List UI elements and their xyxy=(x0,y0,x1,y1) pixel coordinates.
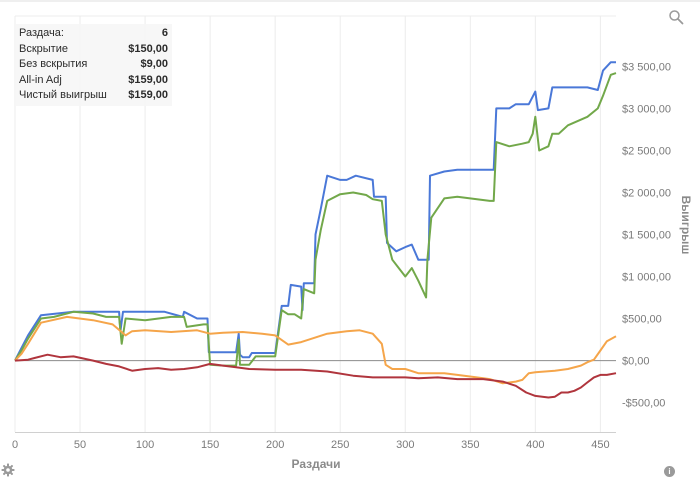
y-tick-label: $500,00 xyxy=(622,314,662,326)
x-axis-title: Раздачи xyxy=(292,457,341,471)
series-line-4 xyxy=(14,353,617,399)
y-tick-label: -$500,00 xyxy=(622,398,665,410)
y-tick-label: $1 000,00 xyxy=(622,272,671,284)
series-line-3 xyxy=(14,315,617,385)
tooltip-row-allin-adj: All-in Adj $159,00 xyxy=(19,73,168,89)
y-axis-title: Выигрыш xyxy=(679,196,693,255)
x-tick-label: 300 xyxy=(396,439,414,451)
series-line-1 xyxy=(14,61,616,362)
x-tick-label: 350 xyxy=(461,439,479,451)
x-tick-label: 150 xyxy=(201,439,219,451)
y-tick-label: $1 500,00 xyxy=(622,230,671,242)
tooltip-value: $159,00 xyxy=(128,89,168,101)
tooltip-value: $159,00 xyxy=(128,73,168,86)
info-icon[interactable]: i xyxy=(664,466,675,477)
y-tick-label: $2 500,00 xyxy=(622,145,671,157)
tooltip-row-hand: Раздача: 6 xyxy=(19,26,168,42)
tooltip-row-net-won: Чистый выигрыш $159,00 xyxy=(19,88,168,104)
series-line-2 xyxy=(14,72,617,367)
x-tick-label: 400 xyxy=(526,439,544,451)
chart-series xyxy=(14,61,617,399)
x-tick-label: 100 xyxy=(136,439,154,451)
tooltip-label: All-in Adj xyxy=(19,73,62,86)
tooltip-label: Без вскрытия xyxy=(19,58,88,70)
tooltip-label: Чистый выигрыш xyxy=(19,89,107,101)
magnifier-icon[interactable] xyxy=(668,9,684,25)
y-tick-label: $0,00 xyxy=(622,356,650,368)
chart-grid xyxy=(14,15,616,433)
hand-tooltip: Раздача: 6 Вскрытие $150,00 Без вскрытия $9… xyxy=(14,24,172,106)
tooltip-label: Раздача: xyxy=(19,27,64,39)
y-tick-label: $2 000,00 xyxy=(622,187,671,199)
x-tick-label: 50 xyxy=(74,439,86,451)
x-tick-label: 250 xyxy=(331,439,349,451)
tooltip-value: $150,00 xyxy=(128,42,168,55)
tooltip-label: Вскрытие xyxy=(19,42,68,55)
y-axis-ticks: -$500,00 $0,00 $500,00 $1 000,00 $1 500,00 $2… xyxy=(622,61,671,409)
tooltip-value: $9,00 xyxy=(140,58,168,70)
gear-icon[interactable] xyxy=(1,463,15,477)
x-tick-label: 0 xyxy=(12,439,18,451)
y-tick-label: $3 000,00 xyxy=(622,103,671,115)
tooltip-row-showdown: Вскрытие $150,00 xyxy=(19,42,168,58)
top-divider xyxy=(0,0,700,2)
x-tick-label: 200 xyxy=(266,439,284,451)
tooltip-value: 6 xyxy=(161,27,168,39)
y-tick-label: $3 500,00 xyxy=(622,61,671,73)
tooltip-row-non-showdown: Без вскрытия $9,00 xyxy=(19,57,168,73)
x-axis-ticks: 0 50 100 150 200 250 300 350 400 450 xyxy=(12,439,610,451)
x-tick-label: 450 xyxy=(591,439,609,451)
